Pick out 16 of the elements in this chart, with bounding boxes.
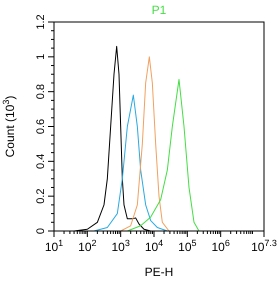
- y-tick-label: 1: [35, 54, 47, 60]
- y-tick-label: 0.6: [35, 118, 47, 134]
- x-tick-label: 10$^{6}$: [211, 238, 230, 254]
- x-tick-label: 10$^{5}$: [178, 238, 197, 254]
- x-tick-label: 10$^{2}$: [78, 238, 97, 254]
- x-tick-label: 10$^{3}$: [111, 238, 130, 254]
- x-tick-label: 10$^{1}$: [44, 238, 64, 254]
- x-tick-label: 10$^{4}$: [144, 238, 164, 254]
- y-tick-label: 0.4: [35, 154, 47, 169]
- x-axis-title: PE-H: [144, 265, 174, 279]
- x-tick-label: 10$^{7.3}$: [251, 238, 277, 254]
- y-tick-label: 0: [35, 228, 47, 234]
- y-tick-label: 1.2: [35, 14, 47, 30]
- text: P1: [152, 3, 167, 17]
- y-tick-label: 0.8: [35, 84, 47, 100]
- y-tick-label: 0.2: [35, 188, 47, 204]
